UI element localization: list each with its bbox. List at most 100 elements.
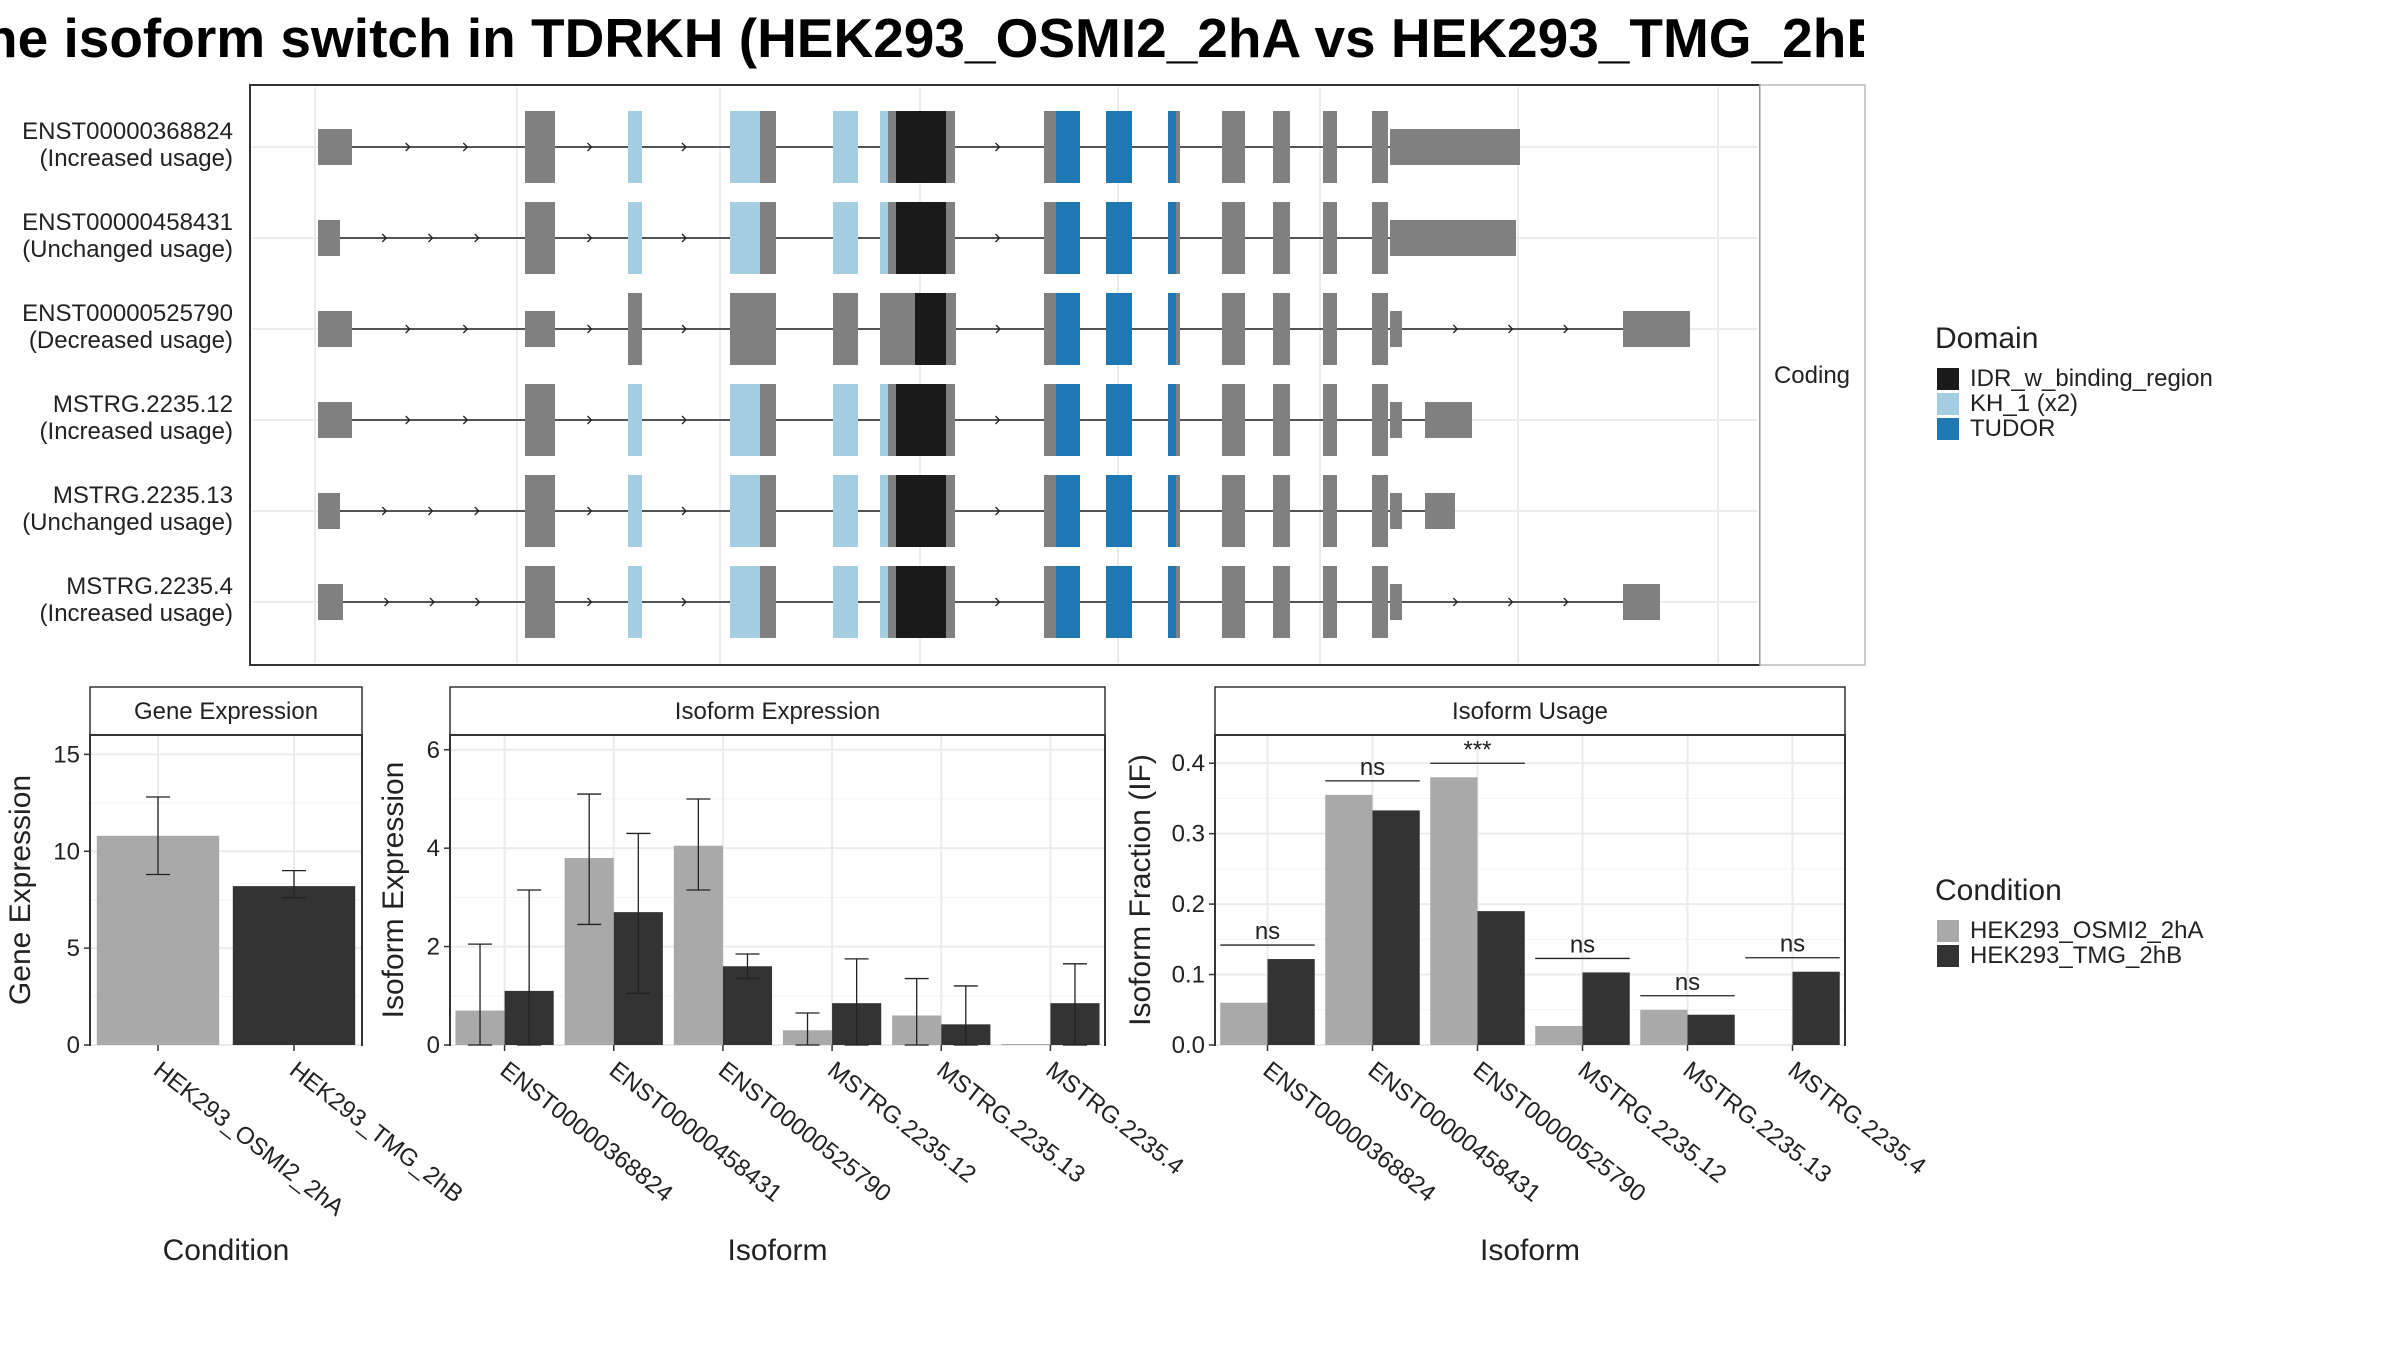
exon [833, 293, 858, 365]
direction-chevron [462, 142, 469, 152]
domain-block [1106, 293, 1132, 365]
y-tick-label: 0.4 [1172, 750, 1205, 777]
exon [1323, 566, 1337, 638]
direction-chevron [405, 324, 411, 334]
exon [1323, 475, 1337, 547]
domain-block [1056, 566, 1080, 638]
domain-block [1056, 293, 1080, 365]
y-tick-label: 0.3 [1172, 821, 1205, 848]
exon [1390, 311, 1402, 347]
domain-block [628, 475, 642, 547]
transcript-status: (Increased usage) [40, 418, 233, 445]
gene-expression-title: Gene Expression [134, 698, 318, 725]
isoform-expression-xlabel: Isoform [727, 1234, 827, 1267]
direction-chevron [681, 415, 687, 425]
transcript-status: (Unchanged usage) [22, 236, 233, 263]
bar [1687, 1014, 1735, 1045]
exon [535, 475, 555, 547]
exon [1372, 111, 1388, 183]
exon [1222, 111, 1245, 183]
bar [1325, 794, 1373, 1045]
direction-chevron [475, 597, 481, 607]
transcript-name: MSTRG.2235.13 [53, 482, 233, 509]
exon [730, 293, 776, 365]
domain-block [1168, 111, 1176, 183]
bar [722, 966, 773, 1045]
transcript-track [318, 202, 1516, 274]
strip-label: Coding [1774, 362, 1850, 389]
direction-chevron [474, 233, 480, 243]
transcript-name: ENST00000458431 [22, 209, 233, 236]
domain-block [896, 202, 946, 274]
condition-legend-label: HEK293_TMG_2hB [1970, 942, 2182, 969]
isoform-usage-panel: Isoform Usage 0.0 0.1 0.2 0.3 0.4 ns ENST000003… [1124, 686, 1931, 1267]
exon [525, 475, 535, 547]
domain-block [1106, 384, 1132, 456]
exon [525, 566, 535, 638]
direction-chevron [587, 415, 593, 425]
domain-block [1168, 293, 1176, 365]
exon [535, 202, 555, 274]
significance-label: ns [1360, 754, 1385, 781]
direction-chevron [681, 142, 687, 152]
direction-chevron [587, 597, 593, 607]
direction-chevron [995, 324, 1001, 334]
transcript-name: ENST00000525790 [22, 300, 233, 327]
exon [525, 384, 535, 456]
domain-block [915, 293, 946, 365]
domain-block [1168, 202, 1176, 274]
domain-block [1168, 475, 1176, 547]
exon [1222, 566, 1245, 638]
exon [1390, 220, 1516, 256]
direction-chevron [681, 324, 687, 334]
exon [535, 111, 555, 183]
transcript-track [318, 475, 1455, 547]
direction-chevron [995, 233, 1001, 243]
bar [1001, 1044, 1051, 1045]
y-tick-label: 0.1 [1172, 962, 1205, 989]
exon [535, 566, 555, 638]
domain-block [1168, 566, 1176, 638]
domain-block [880, 566, 888, 638]
exon [1273, 293, 1290, 365]
y-tick-label: 6 [427, 737, 440, 764]
domain-block [833, 475, 858, 547]
bar [1220, 1002, 1268, 1045]
x-tick-label: ENST00000368824 [1258, 1056, 1441, 1207]
bar [1477, 911, 1525, 1045]
exon [1623, 311, 1690, 347]
domain-block [833, 384, 858, 456]
exon [628, 293, 642, 365]
direction-chevron [995, 415, 1001, 425]
exon [1222, 293, 1245, 365]
isoform-usage-plot-area [1214, 734, 1846, 1046]
y-tick-label: 10 [53, 838, 80, 865]
direction-chevron [995, 142, 1001, 152]
y-tick-label: 4 [427, 835, 440, 862]
transcript-name: ENST00000368824 [22, 118, 233, 145]
exon [1323, 111, 1337, 183]
structure-panel [249, 84, 1761, 666]
structure-strip [1759, 84, 1866, 666]
significance-label: *** [1463, 736, 1491, 763]
exon [1390, 129, 1520, 165]
direction-chevron [1508, 597, 1514, 607]
exon [1273, 111, 1290, 183]
direction-chevron [428, 233, 434, 243]
y-tick-label: 0 [427, 1032, 440, 1059]
direction-chevron [384, 597, 390, 607]
domain-block [833, 111, 858, 183]
isoform-expression-panel: Isoform Expression0246ENST00000368824ENS… [377, 686, 1189, 1267]
domain-block [730, 202, 760, 274]
condition-legend-swatch [1937, 920, 1959, 942]
exon [1273, 384, 1290, 456]
y-tick-label: 15 [53, 741, 80, 768]
domain-block [1168, 384, 1176, 456]
transcript-track [318, 384, 1472, 456]
transcript-status: (Decreased usage) [29, 327, 233, 354]
transcript-track [318, 566, 1660, 638]
direction-chevron [1563, 597, 1569, 607]
isoform-expression-plot-area [449, 734, 1106, 1046]
condition-legend-swatch [1937, 945, 1959, 967]
